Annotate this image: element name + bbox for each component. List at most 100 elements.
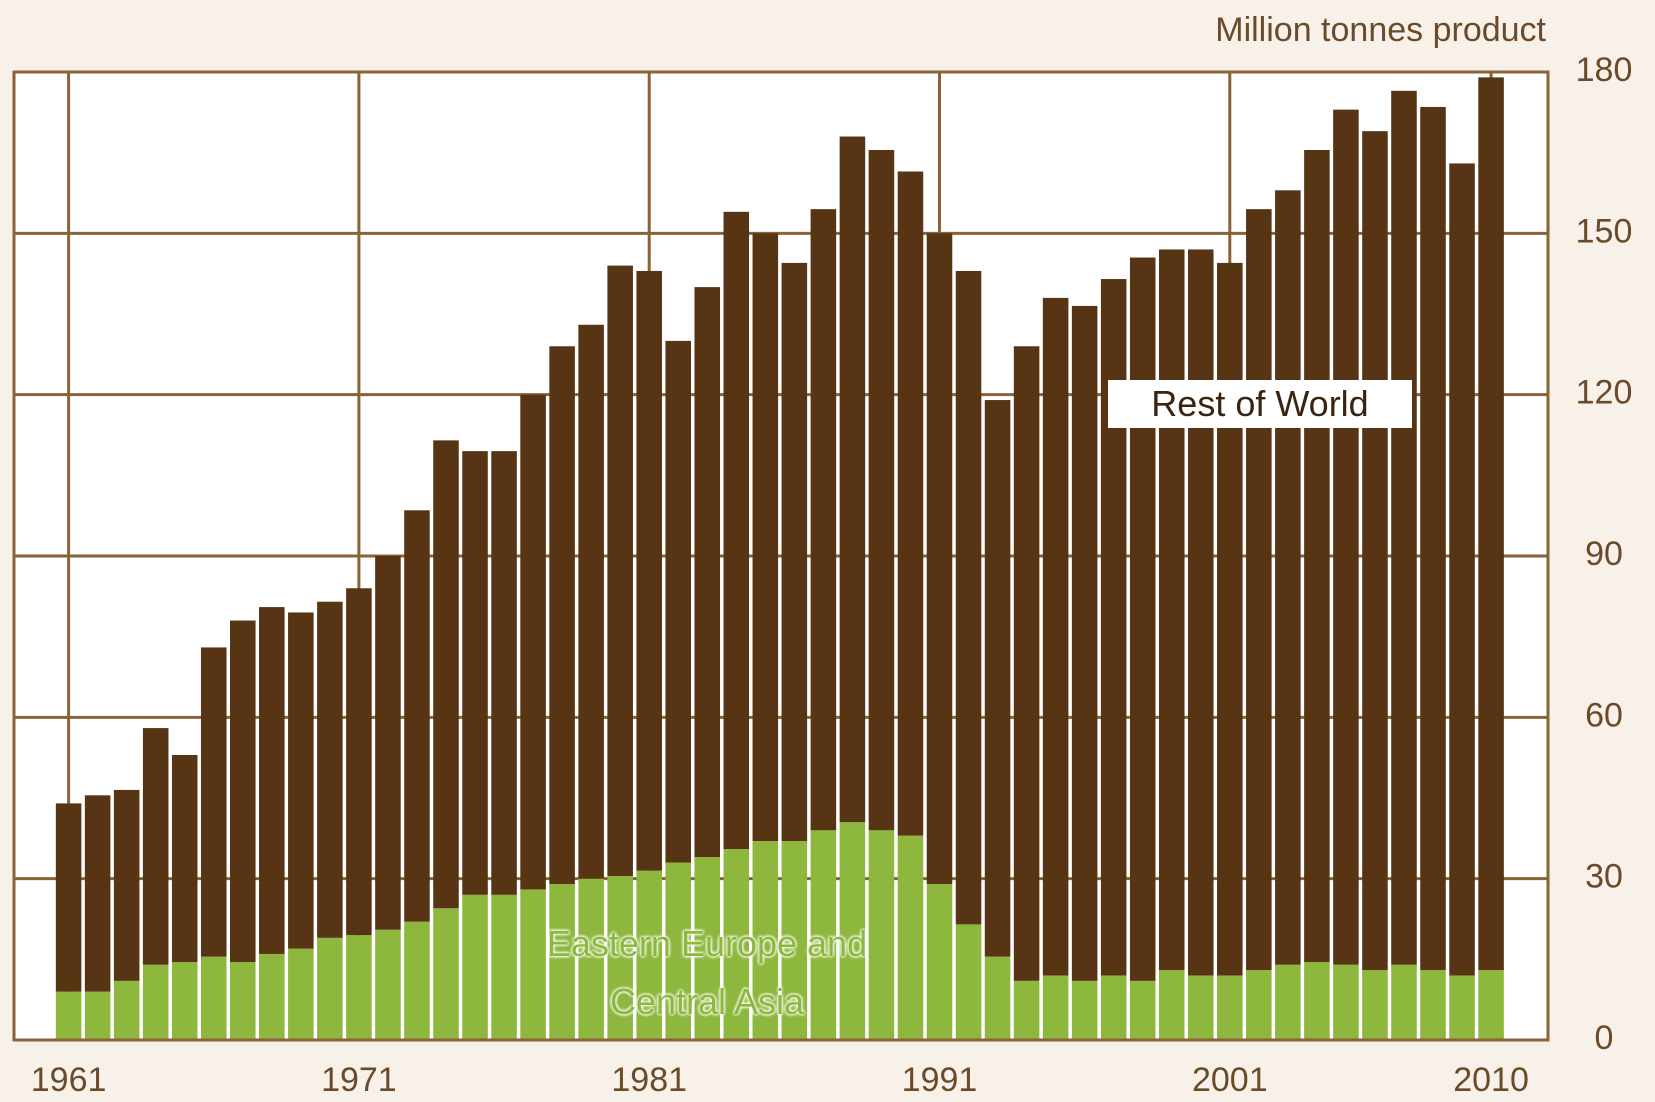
bar [1100,975,1127,1040]
x-tick-label: 1961 [31,1061,107,1099]
bar [1187,249,1214,976]
bar [549,884,575,1040]
bar [55,803,82,992]
series-label: Eastern Europe and Central Asia [546,923,868,1022]
bar [84,991,111,1040]
bar [491,451,517,895]
bar [1391,90,1417,965]
bar [868,149,895,831]
y-tick-label: 30 [1585,858,1623,896]
bar [1246,209,1272,971]
bar [259,607,285,954]
y-tick-label: 150 [1576,212,1633,250]
bar [200,647,227,957]
bar [462,451,488,895]
bar [752,233,779,842]
bar [1158,249,1185,971]
bar [1333,109,1359,965]
bar [491,894,517,1040]
bar [171,754,198,963]
bar [868,830,895,1040]
bar [926,884,953,1040]
bar [1013,346,1040,981]
y-tick-label: 90 [1585,535,1623,573]
bar [1362,131,1388,971]
x-tick-label: 2010 [1453,1061,1529,1099]
bar [984,956,1011,1040]
bar [404,510,430,922]
bar [694,857,721,1040]
layer: 0 30 60 90 120 150 180 1961 1971 1981 1991 2001 2010 [12,51,1633,1099]
series-label: Rest of World [1108,380,1412,428]
layer [55,77,1504,1040]
bar [781,262,808,842]
bar [317,937,343,1040]
x-tick-label: 1981 [611,1061,687,1099]
bar [955,270,982,925]
bar [1420,106,1446,971]
bar [1187,975,1214,1040]
bar [1275,964,1301,1040]
bar [462,894,488,1040]
bar [1304,149,1330,963]
bar [752,841,779,1040]
bar [433,908,459,1040]
bar [113,980,140,1040]
bar [142,728,169,965]
y-tick-label: 120 [1576,374,1633,412]
bar [1478,970,1504,1040]
bar [578,878,604,1040]
bar [346,935,372,1040]
y-tick-label: 0 [1595,1019,1614,1057]
bar [665,340,692,863]
plot-border [12,70,1550,1042]
bar [897,171,924,836]
bar [984,400,1011,957]
bar [230,620,256,963]
bar [607,265,633,876]
bar [1333,964,1359,1040]
bar [1391,964,1417,1040]
bar [1158,970,1185,1040]
bar [1449,163,1475,976]
bar [955,924,982,1040]
bar [346,588,372,936]
bar [113,789,140,981]
bar [317,601,343,938]
bar [259,953,285,1040]
bar [1275,190,1301,965]
bar [839,822,866,1040]
bar [607,875,633,1040]
bar [520,889,546,1040]
y-tick-label: 180 [1576,51,1633,89]
bar [810,830,837,1040]
bar [636,270,662,871]
bar [1217,262,1243,976]
bar [1420,970,1446,1040]
bar [723,849,750,1040]
bar [1478,77,1504,971]
bar [84,795,111,992]
bar [1304,962,1330,1040]
y-tick-label: 60 [1585,696,1623,734]
bar [375,929,401,1040]
bar [520,394,546,890]
bar [1449,975,1475,1040]
bar [665,862,692,1040]
x-tick-label: 2001 [1192,1061,1268,1099]
bar [1071,980,1098,1040]
bar [1362,970,1388,1040]
bar [1071,305,1098,981]
bar [810,209,837,831]
bar [549,346,575,885]
axis-label: Million tonnes product [1215,11,1546,49]
bar [723,211,750,850]
bar [1013,980,1040,1040]
bar [1217,975,1243,1040]
x-tick-label: 1971 [321,1061,397,1099]
bar [142,964,169,1040]
bar [230,962,256,1040]
bar [781,841,808,1040]
bar [433,440,459,909]
